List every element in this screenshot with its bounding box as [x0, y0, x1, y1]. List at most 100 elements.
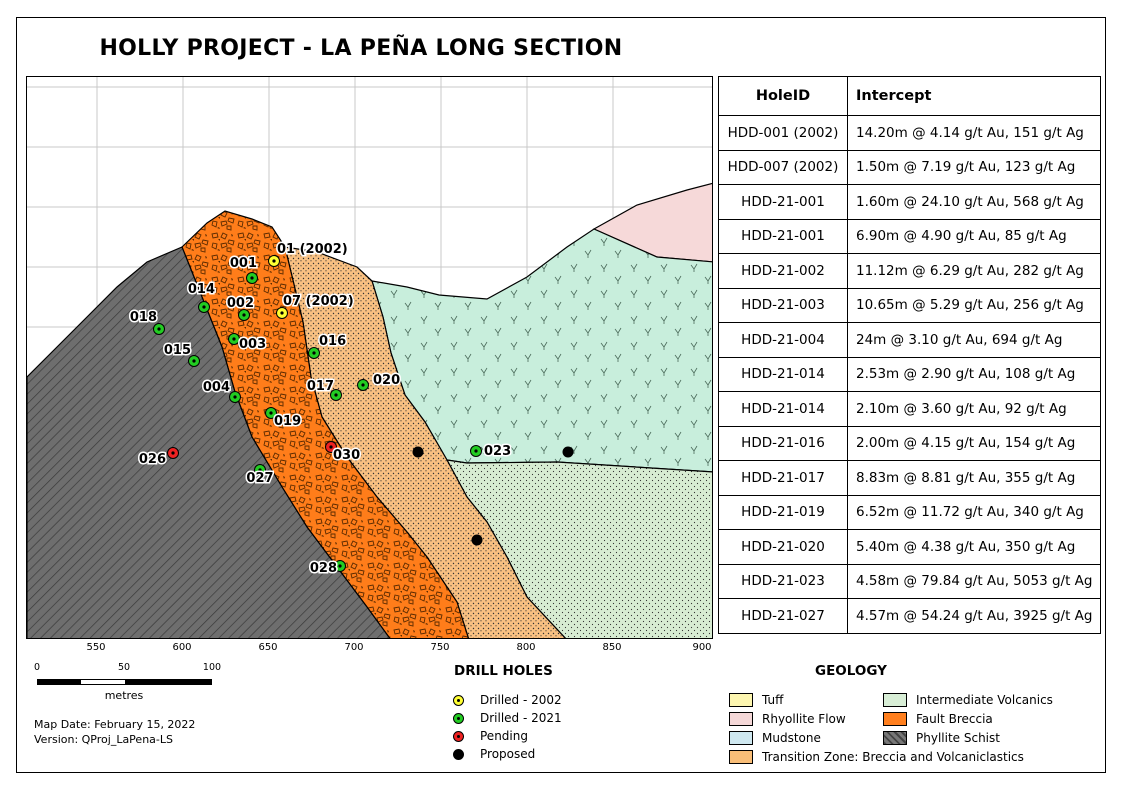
drill-hole-marker-center — [338, 564, 342, 568]
hole-id-cell: HDD-21-023 — [718, 563, 848, 599]
table-row: HDD-21-020 5.40m @ 4.38 g/t Au, 350 g/t A… — [718, 529, 1102, 565]
x-tick: 550 — [86, 642, 106, 653]
hole-id-cell: HDD-21-019 — [718, 494, 848, 530]
x-tick: 800 — [516, 642, 536, 653]
hole-id-cell: HDD-21-016 — [718, 425, 848, 461]
drill-hole-label: 020 — [373, 373, 400, 388]
intercept-cell: 1.60m @ 24.10 g/t Au, 568 g/t Ag — [846, 184, 1102, 220]
pending-marker-icon — [453, 731, 464, 742]
long-section-map: 01 (2002) 07 (2002) 001 002 003 004 014 015 016 0… — [26, 76, 713, 639]
legend-label: Mudstone — [762, 731, 821, 745]
legend-label: Phyllite Schist — [916, 731, 1000, 745]
x-axis: 550 600 650 700 750 800 850 900 — [26, 640, 713, 656]
hole-id-cell: HDD-001 (2002) — [718, 115, 848, 151]
drill-hole-label: 027 — [246, 471, 273, 486]
table-row: HDD-21-002 11.12m @ 6.29 g/t Au, 282 g/t … — [718, 253, 1102, 289]
drill-hole-label: 017 — [307, 379, 334, 394]
intercept-cell: 14.20m @ 4.14 g/t Au, 151 g/t Ag — [846, 115, 1102, 151]
table-row: HDD-21-001 6.90m @ 4.90 g/t Au, 85 g/t Ag — [718, 218, 1102, 254]
table-row: HDD-21-023 4.58m @ 79.84 g/t Au, 5053 g/t… — [718, 563, 1102, 599]
x-tick: 700 — [344, 642, 364, 653]
table-row: HDD-21-014 2.10m @ 3.60 g/t Au, 92 g/t Ag — [718, 391, 1102, 427]
hole-id-cell: HDD-21-017 — [718, 460, 848, 496]
drill-hole-marker-center — [269, 411, 273, 415]
drill-hole-marker-center — [474, 449, 478, 453]
drill-hole-marker[interactable] — [412, 446, 424, 458]
fault-breccia-swatch-icon — [883, 712, 907, 726]
mudstone-swatch-icon — [729, 731, 753, 745]
drill-hole-marker-center — [312, 351, 316, 355]
intercept-cell: 24m @ 3.10 g/t Au, 694 g/t Ag — [846, 322, 1102, 358]
drill-hole-marker-center — [157, 327, 161, 331]
drill-hole-marker-center — [334, 393, 338, 397]
table-header-row: HoleID Intercept — [718, 76, 1102, 116]
drill-hole-marker-center — [258, 468, 262, 472]
map-info: Map Date: February 15, 2022 Version: QPr… — [34, 717, 195, 747]
table-row: HDD-21-017 8.83m @ 8.81 g/t Au, 355 g/t A… — [718, 460, 1102, 496]
drill-hole-marker-center — [202, 305, 206, 309]
drill-hole-label: 028 — [310, 561, 337, 576]
x-tick: 850 — [602, 642, 622, 653]
hole-id-cell: HDD-21-014 — [718, 356, 848, 392]
phyllite-schist-swatch-icon — [883, 731, 907, 745]
drill-hole-marker[interactable] — [471, 534, 483, 546]
map-version: Version: QProj_LaPena-LS — [34, 733, 173, 746]
drill-hole-marker-center — [233, 395, 237, 399]
table-row: HDD-21-014 2.53m @ 2.90 g/t Au, 108 g/t A… — [718, 356, 1102, 392]
intercept-cell: 8.83m @ 8.81 g/t Au, 355 g/t Ag — [846, 460, 1102, 496]
legend-label: Drilled - 2002 — [480, 693, 562, 707]
intercept-cell: 10.65m @ 5.29 g/t Au, 256 g/t Ag — [846, 287, 1102, 323]
drill-hole-marker-center — [329, 445, 333, 449]
tuff-swatch-icon — [729, 693, 753, 707]
intercept-cell: 2.53m @ 2.90 g/t Au, 108 g/t Ag — [846, 356, 1102, 392]
scale-bar: 0 50 100 metres — [32, 662, 222, 702]
drill-hole-marker-center — [280, 311, 284, 315]
intercept-cell: 4.58m @ 79.84 g/t Au, 5053 g/t Ag — [846, 563, 1102, 599]
drill-hole-marker-center — [192, 359, 196, 363]
hole-id-cell: HDD-21-027 — [718, 598, 848, 634]
hole-id-cell: HDD-21-020 — [718, 529, 848, 565]
hole-id-cell: HDD-21-004 — [718, 322, 848, 358]
drill-hole-label: 023 — [484, 444, 511, 459]
drill-hole-label: 014 — [188, 282, 215, 297]
drill-hole-marker-center — [361, 383, 365, 387]
drill-hole-label: 001 — [230, 256, 257, 271]
section-canvas: 01 (2002) 07 (2002) 001 002 003 004 014 015 016 0… — [27, 77, 712, 638]
intercept-cell: 11.12m @ 6.29 g/t Au, 282 g/t Ag — [846, 253, 1102, 289]
drill-hole-marker-center — [272, 259, 276, 263]
x-tick: 650 — [258, 642, 278, 653]
scale-bar-graphic — [37, 679, 212, 685]
drill-hole-marker-center — [232, 337, 236, 341]
transition-zone-swatch-icon — [729, 750, 753, 764]
drilled-2021-marker-icon — [453, 713, 464, 724]
hole-id-cell: HDD-007 (2002) — [718, 149, 848, 185]
drill-hole-marker[interactable] — [562, 446, 574, 458]
legend-label: Proposed — [480, 747, 536, 761]
rhyolite-swatch-icon — [729, 712, 753, 726]
table-row: HDD-21-003 10.65m @ 5.29 g/t Au, 256 g/t … — [718, 287, 1102, 323]
drill-hole-label: 002 — [227, 296, 254, 311]
legend-label: Pending — [480, 729, 528, 743]
proposed-marker-icon — [453, 749, 464, 760]
legend-label: Rhyollite Flow — [762, 712, 846, 726]
table-row: HDD-007 (2002) 1.50m @ 7.19 g/t Au, 123 g… — [718, 149, 1102, 185]
drill-hole-marker-center — [242, 313, 246, 317]
intercept-cell: 2.10m @ 3.60 g/t Au, 92 g/t Ag — [846, 391, 1102, 427]
geology-legend-title: GEOLOGY — [815, 663, 887, 679]
intercept-cell: 5.40m @ 4.38 g/t Au, 350 g/t Ag — [846, 529, 1102, 565]
drill-hole-marker-center — [250, 276, 254, 280]
table-row: HDD-21-016 2.00m @ 4.15 g/t Au, 154 g/t A… — [718, 425, 1102, 461]
drill-hole-label: 01 (2002) — [277, 242, 348, 257]
drill-legend-title: DRILL HOLES — [454, 663, 553, 679]
x-tick: 900 — [692, 642, 712, 653]
table-row: HDD-21-027 4.57m @ 54.24 g/t Au, 3925 g/t… — [718, 598, 1102, 634]
hole-id-cell: HDD-21-001 — [718, 218, 848, 254]
drill-hole-label: 015 — [164, 343, 191, 358]
hole-id-cell: HDD-21-003 — [718, 287, 848, 323]
scale-label: 100 — [202, 662, 222, 673]
table-row: HDD-21-004 24m @ 3.10 g/t Au, 694 g/t Ag — [718, 322, 1102, 358]
drill-hole-marker-center — [171, 451, 175, 455]
map-frame — [16, 17, 1106, 773]
intercept-cell: 1.50m @ 7.19 g/t Au, 123 g/t Ag — [846, 149, 1102, 185]
hole-id-cell: HDD-21-001 — [718, 184, 848, 220]
